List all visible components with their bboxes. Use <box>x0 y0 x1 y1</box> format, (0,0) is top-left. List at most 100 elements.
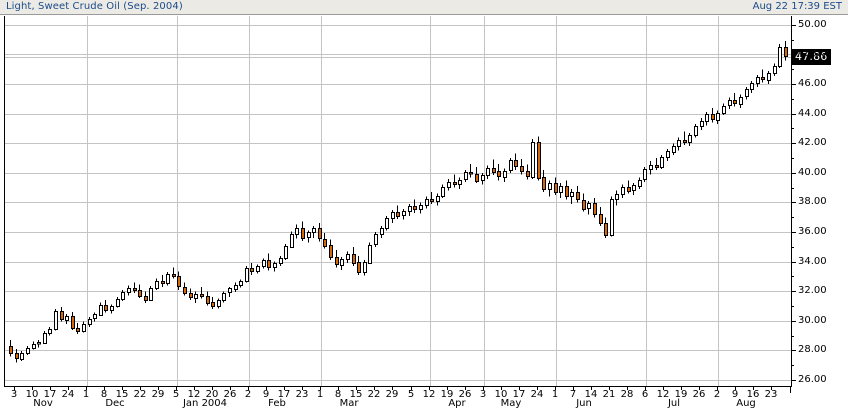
date-tick-label: 24 <box>530 389 544 400</box>
candle-body-down <box>655 165 659 168</box>
candle-body-up <box>408 206 412 212</box>
gridline-horizontal <box>5 202 791 203</box>
date-tick-label: 16 <box>746 389 760 400</box>
gridline-horizontal <box>5 262 791 263</box>
date-tick <box>663 387 664 390</box>
candle-body-down <box>189 293 193 298</box>
candle-body-down <box>554 183 558 193</box>
price-plot-area[interactable] <box>4 16 791 387</box>
candle-body-down <box>104 305 108 311</box>
candle-body-down <box>492 168 496 173</box>
date-tick <box>411 387 412 390</box>
date-tick-label: 3 <box>479 389 487 400</box>
candle-body-up <box>155 281 159 289</box>
candle-body-down <box>733 100 737 104</box>
price-tick-minor <box>791 247 794 248</box>
candle-body-up <box>621 187 625 195</box>
gridline-horizontal <box>5 25 791 26</box>
gridline-vertical <box>177 16 178 386</box>
candle-body-up <box>245 268 249 282</box>
date-tick-label: 7 <box>569 389 577 400</box>
candle-body-up <box>767 73 771 81</box>
gridline-vertical <box>646 16 647 386</box>
price-tick <box>791 262 796 263</box>
candle-body-up <box>615 194 619 200</box>
candle-body-down <box>520 166 524 172</box>
gridline-horizontal <box>5 54 791 55</box>
date-tick <box>194 387 195 390</box>
candle-body-up <box>570 192 574 197</box>
date-tick-label: 19 <box>440 389 454 400</box>
candle-body-down <box>542 177 546 190</box>
candle-body-up <box>43 333 47 344</box>
date-axis: 3 Nov 10 17 24 1 Dec 8 15 22 29 5 Jan 2004 12 20 26 2 Feb… <box>4 387 791 409</box>
candle-body-up <box>217 300 221 307</box>
date-tick-label: 5 <box>172 389 180 400</box>
date-tick-label: 26 <box>223 389 237 400</box>
gridline-horizontal <box>5 321 791 322</box>
candle-body-up <box>284 246 288 259</box>
price-tick-label: 28.00 <box>798 344 827 355</box>
date-tick <box>717 387 718 390</box>
candle-body-up <box>632 185 636 191</box>
date-tick-label: 17 <box>277 389 291 400</box>
candle-body-up <box>307 232 311 238</box>
price-tick <box>791 25 796 26</box>
date-tick-label: 21 <box>602 389 616 400</box>
date-tick-label: 12 <box>656 389 670 400</box>
candle-body-down <box>514 160 518 167</box>
date-tick <box>104 387 105 390</box>
price-tick-label: 48.00 <box>798 48 827 59</box>
date-tick <box>50 387 51 390</box>
candle-body-up <box>20 353 24 360</box>
candle-body-down <box>161 281 165 284</box>
price-tick-label: 34.00 <box>798 256 827 267</box>
candle-body-down <box>604 223 608 236</box>
price-tick-label: 42.00 <box>798 137 827 148</box>
candle-body-up <box>346 254 350 260</box>
candle-body-up <box>705 114 709 122</box>
candle-body-down <box>599 214 603 224</box>
candle-body-up <box>26 348 30 354</box>
candle-body-up <box>458 180 462 185</box>
candle-body-up <box>425 199 429 206</box>
candle-body-up <box>37 342 41 345</box>
candle-body-up <box>739 97 743 105</box>
date-tick <box>753 387 754 390</box>
date-tick-label: 22 <box>367 389 381 400</box>
date-tick <box>627 387 628 390</box>
gridline-vertical <box>87 16 88 386</box>
date-tick-label: 2 <box>713 389 721 400</box>
date-tick <box>429 387 430 390</box>
candlestick-series <box>5 16 791 386</box>
date-tick-label: 19 <box>674 389 688 400</box>
date-tick <box>212 387 213 390</box>
date-tick-label: 12 <box>422 389 436 400</box>
date-tick-label: 17 <box>512 389 526 400</box>
candle-body-down <box>9 346 13 354</box>
price-tick <box>791 114 796 115</box>
candle-body-down <box>71 316 75 329</box>
date-tick <box>284 387 285 390</box>
date-tick-label: 5 <box>407 389 415 400</box>
price-tick-minor <box>791 217 794 218</box>
price-tick-label: 36.00 <box>798 226 827 237</box>
price-tick <box>791 232 796 233</box>
candle-body-up <box>312 228 316 233</box>
date-tick <box>483 387 484 390</box>
gridline-horizontal <box>5 84 791 85</box>
candle-body-up <box>273 263 277 268</box>
candle-body-down <box>329 245 333 258</box>
date-tick-label: 29 <box>385 389 399 400</box>
candle-body-down <box>627 187 631 192</box>
candle-body-down <box>526 171 530 177</box>
candle-body-up <box>222 293 226 301</box>
price-tick-minor <box>791 188 794 189</box>
date-tick <box>699 387 700 390</box>
candle-body-up <box>166 274 170 284</box>
candle-body-up <box>385 218 389 229</box>
candle-body-up <box>82 324 86 332</box>
gridline-horizontal <box>5 173 791 174</box>
candle-body-up <box>649 165 653 170</box>
candle-body-up <box>88 319 92 325</box>
